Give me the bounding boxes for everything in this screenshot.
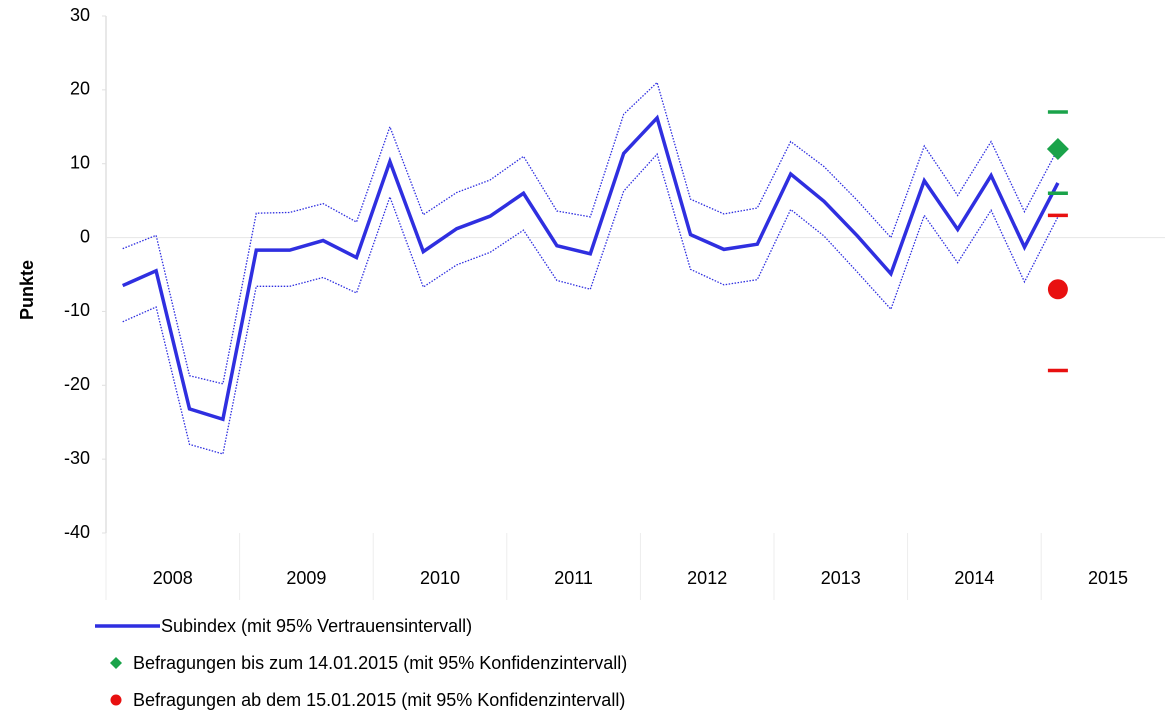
y-axis-label: Punkte [17,260,37,320]
confidence-band-line [122,152,1059,455]
y-tick-label: -10 [64,300,90,320]
series-line [121,114,1060,422]
x-tick-label: 2012 [687,568,727,588]
legend-label: Befragungen bis zum 14.01.2015 (mit 95% … [133,653,627,673]
legend-swatch [110,657,122,669]
x-tick-label: 2015 [1088,568,1128,588]
legend-swatch [110,694,122,706]
confidence-band-line [122,81,1059,385]
point-marker [1046,137,1069,160]
y-tick-label: 0 [80,226,90,246]
x-tick-label: 2014 [954,568,994,588]
legend-label: Subindex (mit 95% Vertrauensintervall) [161,616,472,636]
y-tick-label: 10 [70,152,90,172]
x-tick-label: 2011 [554,568,593,588]
x-tick-label: 2008 [153,568,193,588]
y-tick-label: -20 [64,374,90,394]
y-tick-label: 30 [70,5,90,25]
point-marker [1047,279,1068,300]
legend-label: Befragungen ab dem 15.01.2015 (mit 95% K… [133,690,625,710]
x-tick-label: 2009 [286,568,326,588]
y-tick-label: -30 [64,448,90,468]
x-tick-label: 2010 [420,568,460,588]
y-tick-label: -40 [64,522,90,542]
x-tick-label: 2013 [821,568,861,588]
y-tick-label: 20 [70,79,90,99]
